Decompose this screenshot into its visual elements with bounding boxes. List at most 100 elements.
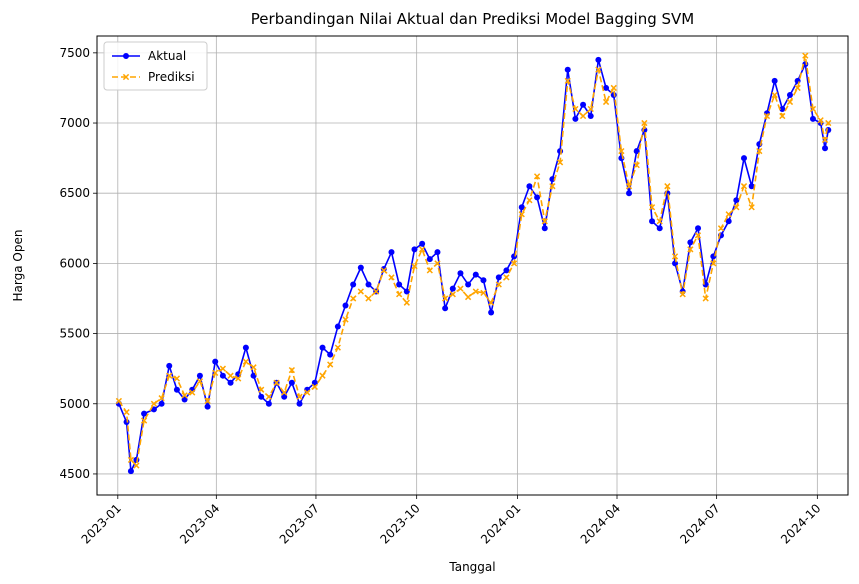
point-prediksi xyxy=(350,295,357,302)
y-tick-label: 6000 xyxy=(59,256,90,270)
point-prediksi xyxy=(242,358,250,365)
point-aktual xyxy=(166,362,173,369)
point-prediksi xyxy=(821,136,829,144)
y-tick-label: 5000 xyxy=(59,397,90,411)
point-aktual xyxy=(327,351,334,358)
legend-marker-aktual xyxy=(123,53,129,59)
point-prediksi xyxy=(549,183,556,190)
point-aktual xyxy=(296,400,303,407)
point-prediksi xyxy=(579,112,587,120)
point-aktual xyxy=(403,288,410,295)
point-aktual xyxy=(396,281,403,288)
point-aktual xyxy=(434,249,441,256)
point-prediksi xyxy=(457,285,464,292)
point-aktual xyxy=(141,410,148,417)
point-prediksi xyxy=(495,281,502,288)
point-aktual xyxy=(786,91,793,98)
point-aktual xyxy=(204,403,211,410)
point-aktual xyxy=(219,372,226,379)
legend-label-aktual: Aktual xyxy=(148,49,186,63)
point-aktual xyxy=(357,264,364,271)
point-aktual xyxy=(580,101,587,108)
point-aktual xyxy=(603,84,610,91)
point-aktual xyxy=(242,344,249,351)
point-prediksi xyxy=(396,291,403,298)
point-aktual xyxy=(771,77,778,84)
point-prediksi xyxy=(166,372,173,379)
point-prediksi xyxy=(319,372,326,379)
point-prediksi xyxy=(556,159,564,166)
point-aktual xyxy=(342,302,349,309)
point-prediksi xyxy=(825,119,832,127)
point-prediksi xyxy=(503,274,510,281)
point-aktual xyxy=(181,396,188,403)
point-prediksi xyxy=(258,386,265,393)
point-prediksi xyxy=(510,260,518,267)
point-prediksi xyxy=(426,267,433,274)
point-aktual xyxy=(587,113,594,120)
series-layer xyxy=(115,52,832,475)
series-prediksi xyxy=(115,52,832,469)
point-aktual xyxy=(127,468,134,475)
point-prediksi xyxy=(633,162,640,169)
point-prediksi xyxy=(296,393,303,400)
point-aktual xyxy=(779,105,786,112)
point-prediksi xyxy=(449,291,456,298)
point-aktual xyxy=(258,393,265,400)
point-prediksi xyxy=(656,218,663,225)
point-prediksi xyxy=(250,364,257,371)
point-aktual xyxy=(495,274,502,281)
point-aktual xyxy=(526,183,533,190)
point-prediksi xyxy=(227,372,234,379)
point-aktual xyxy=(426,256,433,263)
y-tick-label: 4500 xyxy=(59,467,90,481)
legend-box xyxy=(103,41,208,91)
point-aktual xyxy=(465,281,472,288)
point-prediksi xyxy=(288,366,295,374)
point-aktual xyxy=(227,379,234,386)
y-tick-label: 5500 xyxy=(59,327,90,341)
point-prediksi xyxy=(748,204,755,211)
point-aktual xyxy=(572,115,579,122)
point-aktual xyxy=(748,183,755,190)
point-prediksi xyxy=(464,293,472,301)
point-aktual xyxy=(411,246,418,253)
point-prediksi xyxy=(687,246,694,253)
point-aktual xyxy=(334,323,341,330)
point-prediksi xyxy=(518,211,525,218)
point-prediksi xyxy=(357,288,364,295)
point-prediksi xyxy=(150,400,158,407)
point-prediksi xyxy=(779,112,786,120)
point-aktual xyxy=(311,379,318,386)
point-aktual xyxy=(809,115,816,122)
point-aktual xyxy=(419,240,426,247)
point-prediksi xyxy=(373,288,380,295)
x-axis-label: Tanggal xyxy=(448,560,495,574)
point-prediksi xyxy=(625,183,633,190)
point-prediksi xyxy=(115,397,123,405)
point-aktual xyxy=(457,270,464,277)
point-prediksi xyxy=(158,395,165,402)
point-prediksi xyxy=(304,389,311,396)
point-aktual xyxy=(288,379,295,386)
point-prediksi xyxy=(648,204,656,211)
point-prediksi xyxy=(472,288,479,295)
legend-item-aktual: Aktual xyxy=(112,49,186,63)
point-aktual xyxy=(480,277,487,284)
point-aktual xyxy=(235,371,242,378)
point-aktual xyxy=(196,372,203,379)
point-prediksi xyxy=(671,253,679,260)
y-tick-label: 7500 xyxy=(59,46,90,60)
point-aktual xyxy=(541,225,548,232)
point-aktual xyxy=(442,305,449,312)
point-prediksi xyxy=(541,218,548,225)
point-prediksi xyxy=(610,84,617,92)
point-prediksi xyxy=(725,211,732,218)
chart-title: Perbandingan Nilai Aktual dan Prediksi M… xyxy=(251,10,694,28)
y-tick-label: 7000 xyxy=(59,116,90,130)
point-aktual xyxy=(794,77,801,84)
point-prediksi xyxy=(434,260,441,267)
point-aktual xyxy=(503,267,510,274)
point-prediksi xyxy=(265,393,273,400)
